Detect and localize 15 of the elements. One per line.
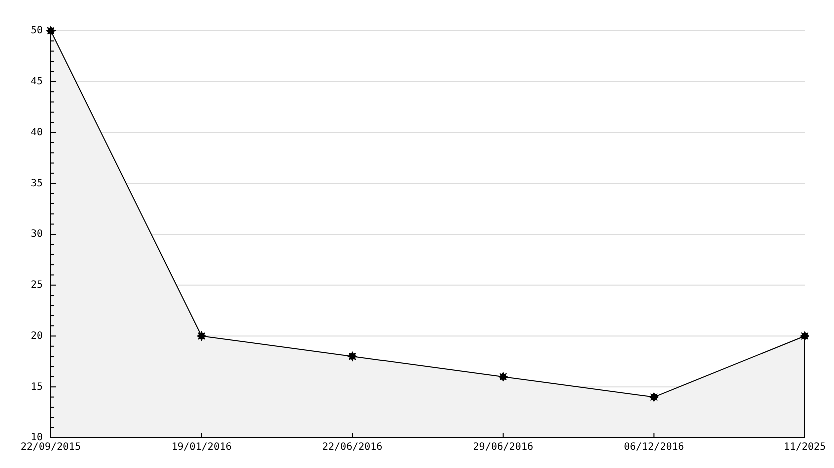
x-tick-label: 22/06/2016 [322, 442, 383, 453]
y-tick-label: 20 [30, 330, 43, 342]
y-tick-label: 50 [30, 26, 43, 37]
x-tick-label: 19/01/2016 [172, 442, 232, 453]
y-tick-label: 40 [30, 127, 43, 138]
y-tick-label: 35 [30, 178, 43, 190]
x-tick-label: 22/09/2015 [20, 442, 82, 453]
x-tick-label: 06/12/2016 [624, 442, 684, 453]
x-tick-label: 11/2025 [784, 442, 826, 453]
y-tick-label: 25 [30, 280, 43, 292]
y-tick-label: 30 [30, 229, 43, 240]
y-tick-label: 10 [30, 432, 43, 444]
y-tick-label: 15 [30, 382, 43, 393]
y-tick-label: 45 [30, 76, 43, 88]
x-tick-label: 29/06/2016 [473, 442, 534, 453]
